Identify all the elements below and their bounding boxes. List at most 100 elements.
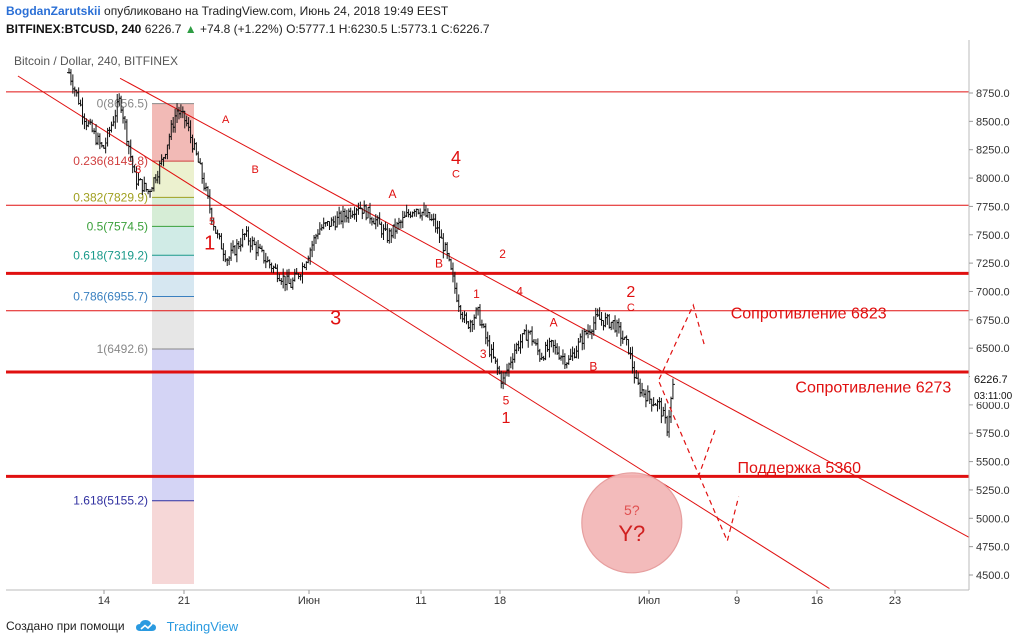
price-bar [493,356,498,364]
price-bar [456,294,461,312]
price-bar [462,310,467,323]
price-bar [441,233,446,259]
price-bar [657,397,662,410]
made-with-text: Создано при помощи [6,619,125,633]
price-bar [369,216,374,226]
channel-line[interactable] [119,77,1021,578]
wave-label: 4 [516,285,523,299]
wave-label: 3 [135,164,141,176]
price-chart[interactable]: 0(8656.5) 0.236(8149.8) 0.382(7829.9) 0.5(7… [0,40,1021,608]
time-tick-label: 18 [494,595,506,607]
price-tick-label: 6000.0 [976,400,1010,412]
price-bar [512,343,517,363]
price-bar [667,409,672,438]
time-tick-label: 16 [811,595,823,607]
price-bar [477,304,482,326]
price-bar [207,189,212,214]
price-bar [368,202,373,224]
price-bar [250,236,255,251]
price-bar [124,119,129,147]
cloud-icon [135,620,156,631]
price-bar [551,340,556,353]
price-bar [443,242,448,252]
price-bar [337,206,342,225]
price-axis-bg [969,40,1021,608]
price-bar [533,339,538,346]
countdown-box [970,388,1021,403]
price-bar [200,162,205,184]
price-bar [616,318,621,334]
price-bar [310,240,315,258]
price-bar [377,212,382,225]
price-tick-label: 4500.0 [976,570,1010,582]
price-bar [283,275,288,292]
tradingview-logo[interactable]: TradingView [135,618,239,634]
price-tick-label: 5000.0 [976,513,1010,525]
price-tick-label: 5750.0 [976,428,1010,440]
wave-label: 4 [451,148,461,168]
price-bar [661,406,666,417]
price-bar [286,268,291,284]
price-bar [94,124,99,146]
price-bar [559,355,564,361]
price-bar [591,316,596,336]
price-bar [641,389,646,398]
fib-level-label: 1(6492.6) [97,342,148,356]
tradingview-brand: TradingView [166,618,239,634]
channel-line[interactable] [17,75,830,590]
target-label-big: Y? [618,521,645,546]
price-bar [298,273,303,281]
price-bar [665,415,670,437]
price-bar [412,209,417,217]
wave-label: B [589,360,597,374]
price-bar [111,116,116,127]
price-bars [67,68,675,438]
ohlc-high: H:6230.5 [338,22,388,36]
price-bar [263,252,268,269]
price-bar [607,313,612,329]
wave-label: A [222,114,230,126]
wave-label: 5 [503,394,510,408]
wave-label: 3 [330,308,341,330]
price-tick-label: 6750.0 [976,315,1010,327]
price-bar [574,345,579,359]
time-tick-label: Июл [638,595,660,607]
price-bar [470,320,475,332]
ohlc-low: L:5773.1 [390,22,438,36]
price-bar [611,320,616,330]
price-bar [95,132,100,146]
price-bar [429,214,434,222]
price-tick-label: 5500.0 [976,457,1010,469]
wave-label: 2 [499,247,506,261]
price-bar [400,210,405,229]
price-bar [229,242,234,262]
price-bar [335,211,340,228]
price-bar [256,240,261,257]
wave-label: C [452,168,460,180]
price-bar [126,140,131,155]
price-bar [510,353,515,370]
footer: Создано при помощи TradingView [0,608,1021,644]
price-bar [422,202,427,216]
published-text: опубликовано на TradingView.com, Июнь 24… [104,4,449,18]
target-circle[interactable] [581,472,683,574]
price-bar [219,233,224,250]
author-link[interactable]: BogdanZarutskii [6,4,101,18]
price-bar [290,277,295,290]
price-bar [113,109,118,129]
symbol-name: BITFINEX:BTCUSD, 240 [6,22,142,36]
price-bar [385,223,390,243]
price-bar [240,228,245,248]
price-bar [425,208,430,218]
price-bar [269,262,274,273]
price-bar [80,97,85,125]
wave-label: A [388,187,396,201]
price-bar [481,323,486,329]
price-bar [238,237,243,252]
price-tick-label: 7500.0 [976,230,1010,242]
price-bar [221,243,226,262]
price-bar [346,208,351,223]
price-bar [404,204,409,218]
price-bar [472,314,477,330]
price-bar [292,268,297,282]
